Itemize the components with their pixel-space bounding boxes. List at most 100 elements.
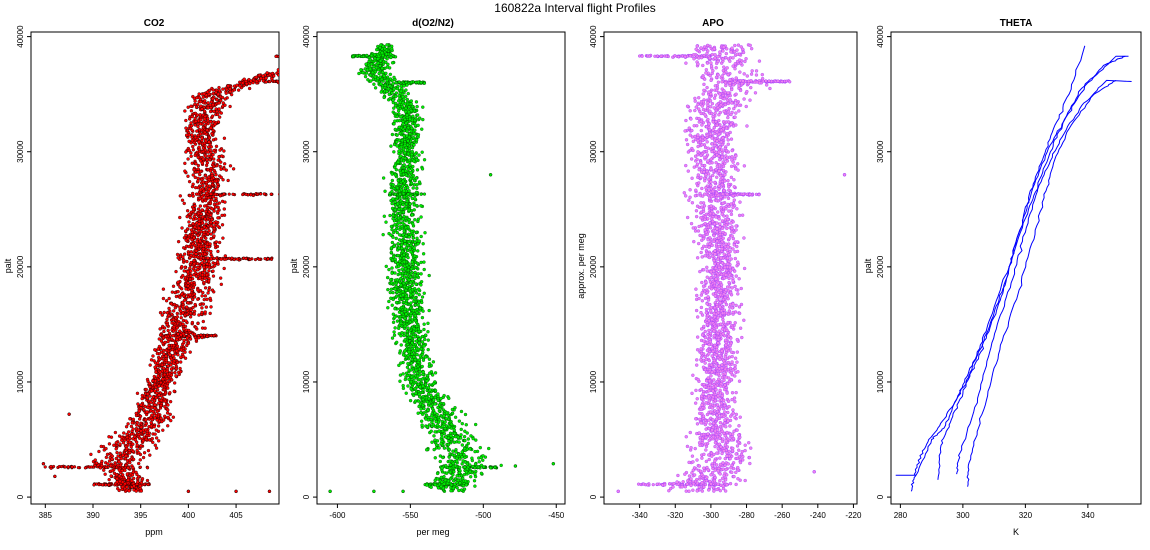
co2-point bbox=[228, 104, 232, 109]
co2-point bbox=[190, 161, 194, 165]
co2-point bbox=[321, 58, 324, 61]
co2-point bbox=[291, 67, 294, 70]
co2-point bbox=[155, 387, 160, 392]
do2n2-point bbox=[383, 83, 387, 88]
co2-point bbox=[200, 294, 204, 298]
co2-point bbox=[201, 290, 205, 295]
do2n2-point bbox=[479, 471, 484, 475]
do2n2-point bbox=[419, 234, 423, 239]
co2-point bbox=[217, 115, 222, 119]
do2n2-point bbox=[395, 144, 399, 148]
do2n2-point bbox=[393, 326, 397, 330]
do2n2-point bbox=[397, 138, 402, 142]
co2-point bbox=[189, 109, 194, 113]
do2n2-point bbox=[404, 173, 409, 177]
do2n2-point bbox=[369, 62, 374, 66]
co2-point bbox=[194, 337, 199, 342]
co2-point bbox=[211, 176, 216, 180]
co2-point bbox=[281, 55, 284, 58]
co2-point bbox=[208, 148, 212, 152]
do2n2-point bbox=[412, 296, 416, 300]
co2-point bbox=[309, 80, 312, 83]
co2-point bbox=[309, 59, 312, 62]
co2-point bbox=[225, 87, 229, 92]
co2-point bbox=[196, 288, 200, 292]
co2-y-tick-label: 0 bbox=[16, 494, 25, 499]
co2-point bbox=[312, 58, 315, 61]
co2-point bbox=[176, 353, 180, 357]
co2-point bbox=[216, 205, 220, 210]
co2-point bbox=[121, 453, 125, 457]
co2-point bbox=[191, 285, 196, 290]
do2n2-point bbox=[405, 365, 410, 369]
do2n2-point bbox=[426, 338, 430, 342]
co2-point bbox=[157, 344, 162, 349]
co2-point bbox=[185, 312, 190, 317]
co2-point bbox=[286, 194, 289, 197]
do2n2-point bbox=[412, 132, 417, 136]
co2-point bbox=[173, 371, 177, 375]
do2n2-point bbox=[462, 487, 467, 491]
do2n2-point bbox=[390, 201, 394, 206]
do2n2-point bbox=[390, 178, 395, 183]
co2-point bbox=[319, 53, 322, 56]
co2-point bbox=[145, 478, 150, 483]
co2-point bbox=[148, 394, 152, 398]
do2n2-point bbox=[423, 231, 427, 235]
co2-point bbox=[282, 80, 285, 83]
do2n2-point bbox=[392, 244, 396, 249]
co2-point bbox=[211, 269, 215, 273]
co2-point bbox=[145, 377, 150, 382]
co2-point bbox=[205, 262, 209, 266]
do2n2-point bbox=[455, 474, 459, 478]
co2-point bbox=[138, 414, 143, 418]
co2-point bbox=[259, 192, 263, 196]
co2-point bbox=[197, 217, 201, 221]
co2-point bbox=[178, 285, 182, 289]
do2n2-point bbox=[433, 430, 437, 434]
co2-point bbox=[270, 76, 274, 81]
do2n2-point bbox=[402, 253, 406, 257]
co2-point bbox=[192, 96, 197, 101]
co2-point bbox=[283, 55, 286, 58]
do2n2-point bbox=[361, 70, 365, 75]
co2-point bbox=[320, 50, 323, 53]
do2n2-point bbox=[406, 384, 410, 388]
do2n2-point bbox=[452, 431, 457, 436]
co2-point bbox=[190, 320, 195, 325]
co2-point bbox=[323, 56, 326, 59]
co2-point bbox=[168, 353, 172, 357]
co2-x-tick-label: 390 bbox=[86, 511, 100, 520]
co2-point bbox=[201, 183, 205, 188]
co2-point bbox=[151, 409, 155, 414]
co2-point bbox=[189, 151, 193, 155]
co2-point bbox=[145, 466, 150, 470]
do2n2-point bbox=[390, 266, 394, 270]
co2-point bbox=[287, 67, 290, 70]
co2-point bbox=[164, 334, 168, 339]
do2n2-point bbox=[426, 347, 430, 352]
co2-point bbox=[294, 54, 297, 57]
co2-point bbox=[189, 121, 193, 125]
co2-point bbox=[70, 465, 74, 469]
do2n2-point bbox=[357, 53, 362, 58]
co2-point bbox=[156, 361, 160, 365]
co2-point bbox=[201, 319, 205, 324]
co2-point bbox=[203, 117, 207, 121]
co2-point bbox=[169, 357, 174, 361]
co2-point bbox=[144, 437, 148, 442]
do2n2-point bbox=[392, 150, 396, 154]
do2n2-point bbox=[391, 290, 395, 295]
do2n2-point bbox=[393, 228, 397, 233]
co2-point bbox=[319, 59, 322, 62]
co2-point bbox=[117, 460, 121, 464]
co2-point bbox=[212, 148, 216, 153]
co2-point bbox=[209, 220, 213, 225]
do2n2-point bbox=[429, 429, 433, 433]
do2n2-point bbox=[432, 447, 436, 452]
co2-point bbox=[272, 74, 276, 78]
co2-point bbox=[212, 157, 216, 161]
do2n2-point bbox=[448, 463, 453, 467]
do2n2-point bbox=[421, 358, 426, 362]
co2-point bbox=[320, 43, 323, 46]
